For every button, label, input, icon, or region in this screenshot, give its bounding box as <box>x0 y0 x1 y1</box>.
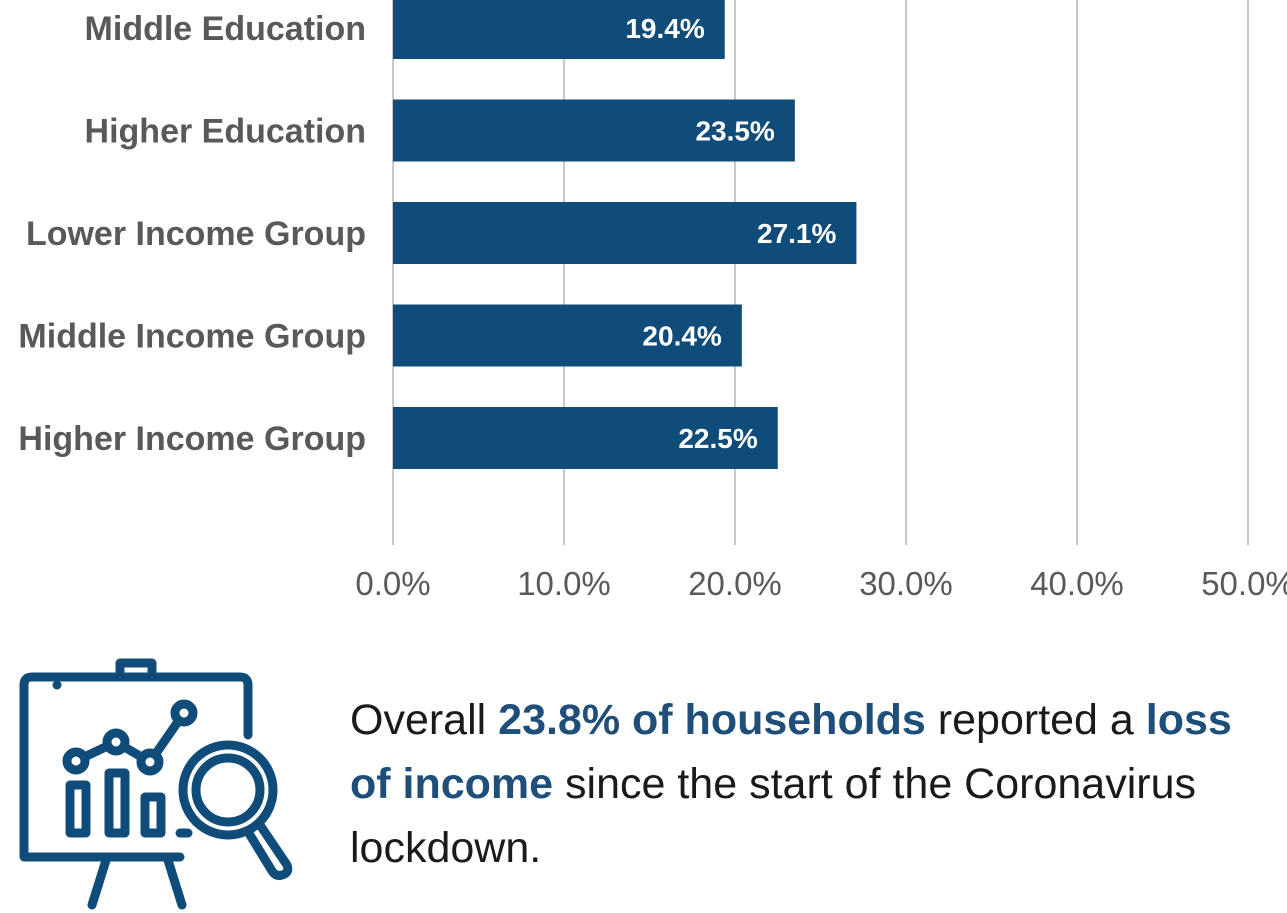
bar <box>393 0 725 59</box>
summary-line-1: Overall 23.8% of households reported a l… <box>350 688 1287 752</box>
income-highlight: of income <box>350 760 554 808</box>
summary-middle: reported a <box>925 696 1146 744</box>
data-label: 23.5% <box>695 116 774 147</box>
x-tick-label: 10.0% <box>517 565 611 602</box>
summary-prefix: Overall <box>350 696 499 744</box>
bar <box>393 99 795 162</box>
bar-chart: Middle Education 19.4% Higher Education 23.… <box>18 0 1287 602</box>
data-label: 19.4% <box>625 13 704 44</box>
x-tick-label: 50.0% <box>1201 565 1287 602</box>
summary-end: lockdown. <box>350 824 542 872</box>
category-label: Higher Income Group <box>18 420 366 458</box>
summary-continuation: since the start of the Coronavirus <box>553 760 1196 808</box>
category-label: Lower Income Group <box>26 215 366 253</box>
summary-line-2: of income since the start of the Coronav… <box>350 752 1287 816</box>
households-highlight: 23.8% of households <box>498 696 926 744</box>
x-tick-label: 40.0% <box>1030 565 1124 602</box>
summary-line-3: lockdown. <box>350 816 1287 880</box>
bar <box>393 304 742 367</box>
category-label: Middle Education <box>85 10 366 48</box>
bar-layer <box>393 0 857 469</box>
category-label: Middle Income Group <box>18 318 366 356</box>
x-tick-label: 30.0% <box>859 565 953 602</box>
tick-layer: 0.0% 10.0% 20.0% 30.0% 40.0% 50.0% <box>355 565 1287 602</box>
x-tick-label: 20.0% <box>688 565 782 602</box>
bar <box>393 202 857 264</box>
data-label: 20.4% <box>642 321 721 352</box>
loss-highlight: loss <box>1145 696 1232 744</box>
label-layer: Middle Education 19.4% Higher Education 23.… <box>18 10 836 458</box>
data-label: 27.1% <box>757 218 836 249</box>
category-label: Higher Education <box>85 113 366 151</box>
data-label: 22.5% <box>678 423 757 454</box>
summary-text: Overall 23.8% of households reported a l… <box>350 688 1287 880</box>
x-tick-label: 0.0% <box>355 565 430 602</box>
bar <box>393 407 778 469</box>
presentation-analytics-icon <box>19 658 293 910</box>
